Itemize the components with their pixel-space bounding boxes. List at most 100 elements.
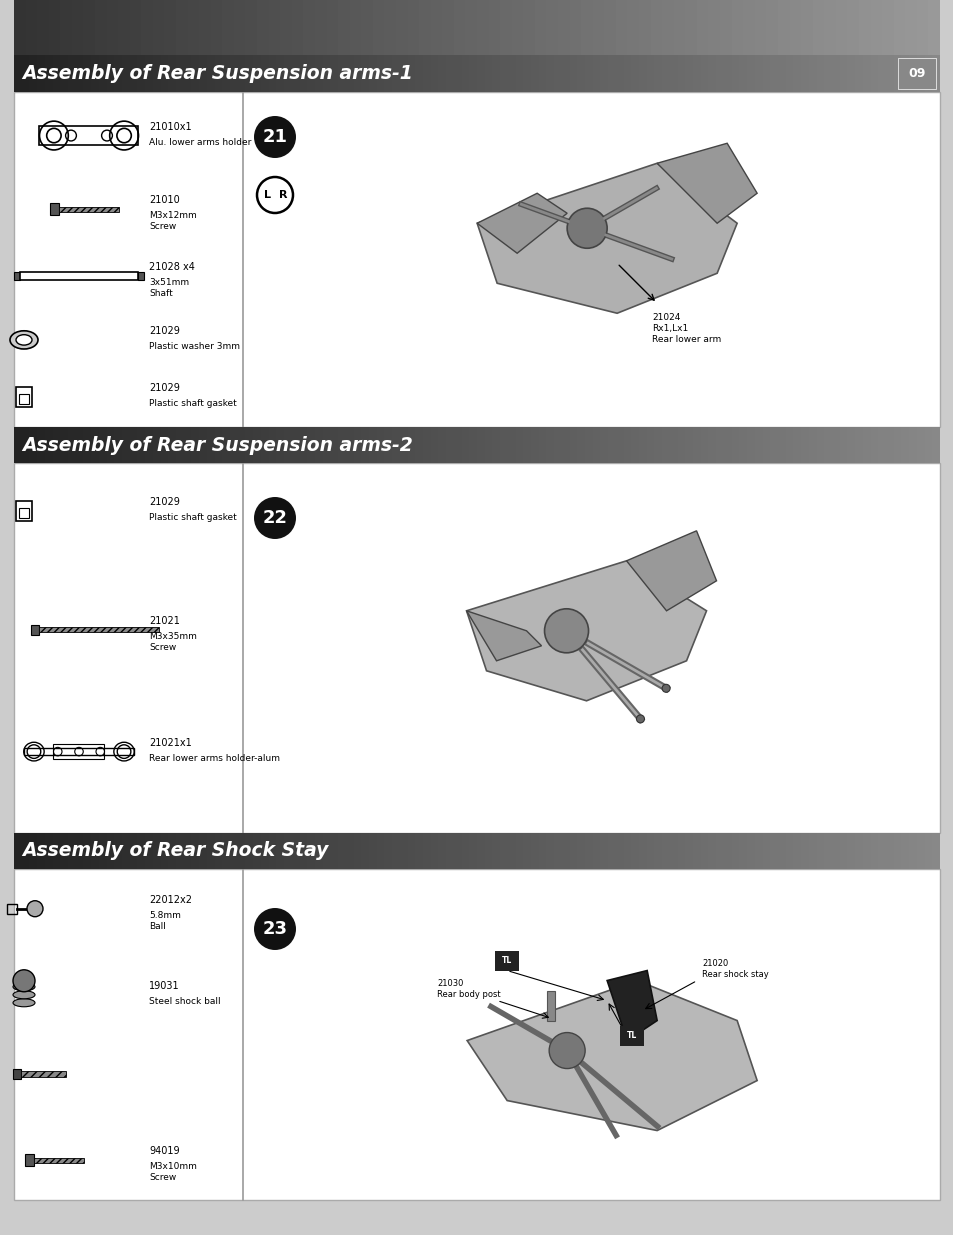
Bar xyxy=(558,0,569,56)
Bar xyxy=(345,427,354,463)
Bar xyxy=(870,427,878,463)
Bar xyxy=(808,427,816,463)
Bar xyxy=(269,56,276,91)
Bar xyxy=(91,832,99,869)
Bar xyxy=(415,56,422,91)
Bar xyxy=(631,56,639,91)
Bar xyxy=(673,0,684,56)
Bar xyxy=(37,832,45,869)
Bar xyxy=(878,56,885,91)
Bar xyxy=(854,427,862,463)
Bar xyxy=(95,0,107,56)
Text: 21029: 21029 xyxy=(149,326,180,336)
Bar xyxy=(454,56,461,91)
Bar xyxy=(923,56,931,91)
Bar xyxy=(599,427,608,463)
Bar xyxy=(580,0,592,56)
Bar xyxy=(253,56,261,91)
Bar xyxy=(777,832,785,869)
Bar xyxy=(330,427,337,463)
Bar xyxy=(75,832,83,869)
Bar xyxy=(21,1071,66,1077)
Bar xyxy=(345,56,354,91)
Bar xyxy=(68,427,75,463)
Bar xyxy=(314,832,322,869)
Bar xyxy=(361,56,369,91)
Text: Assembly of Rear Suspension arms-1: Assembly of Rear Suspension arms-1 xyxy=(22,64,413,83)
Bar xyxy=(916,56,923,91)
Bar xyxy=(237,427,245,463)
Bar xyxy=(554,832,561,869)
Text: M3x12mm
Screw: M3x12mm Screw xyxy=(149,211,196,231)
Bar xyxy=(870,56,878,91)
Bar xyxy=(684,832,692,869)
Bar xyxy=(31,625,39,635)
Ellipse shape xyxy=(16,335,32,345)
Bar xyxy=(160,56,168,91)
Bar xyxy=(616,832,623,869)
Bar xyxy=(708,832,716,869)
Bar xyxy=(754,832,761,869)
Bar xyxy=(107,832,114,869)
Bar xyxy=(7,904,17,914)
Bar xyxy=(858,0,870,56)
Bar xyxy=(399,832,407,869)
Bar xyxy=(577,56,584,91)
Text: 5.8mm
Ball: 5.8mm Ball xyxy=(149,910,181,931)
Bar xyxy=(91,56,99,91)
Bar xyxy=(222,56,230,91)
Bar xyxy=(831,56,839,91)
Bar xyxy=(446,56,454,91)
Bar xyxy=(222,832,230,869)
Circle shape xyxy=(27,900,43,916)
Bar xyxy=(20,272,138,280)
Bar xyxy=(418,0,430,56)
Bar xyxy=(584,427,592,463)
Bar xyxy=(369,427,376,463)
Bar xyxy=(60,56,68,91)
Bar xyxy=(284,56,292,91)
Bar xyxy=(720,0,731,56)
Bar xyxy=(608,427,616,463)
Bar xyxy=(923,832,931,869)
Bar xyxy=(569,0,580,56)
Bar xyxy=(233,0,245,56)
Bar xyxy=(99,427,107,463)
Bar xyxy=(256,0,269,56)
Text: 22012x2: 22012x2 xyxy=(149,894,192,905)
Bar xyxy=(376,427,384,463)
Bar xyxy=(422,56,430,91)
Bar xyxy=(83,427,91,463)
Bar xyxy=(415,832,422,869)
Bar xyxy=(60,0,71,56)
Bar xyxy=(261,56,269,91)
Bar xyxy=(361,427,369,463)
Text: 21010: 21010 xyxy=(149,195,179,205)
Bar xyxy=(538,56,546,91)
Bar xyxy=(789,0,801,56)
Bar xyxy=(684,56,692,91)
Bar xyxy=(199,56,207,91)
Bar xyxy=(623,832,631,869)
Bar xyxy=(141,0,152,56)
Bar xyxy=(322,427,330,463)
Bar xyxy=(137,832,145,869)
Bar xyxy=(207,56,214,91)
Text: Plastic washer 3mm: Plastic washer 3mm xyxy=(149,342,240,351)
Bar xyxy=(354,832,361,869)
Bar xyxy=(839,56,846,91)
Bar xyxy=(746,56,754,91)
Bar xyxy=(465,0,476,56)
Bar xyxy=(276,832,284,869)
Bar xyxy=(569,56,577,91)
Bar xyxy=(350,0,361,56)
Bar xyxy=(34,1157,84,1163)
Bar xyxy=(114,427,122,463)
Bar xyxy=(754,0,765,56)
Bar xyxy=(276,56,284,91)
Bar xyxy=(280,0,292,56)
Bar xyxy=(561,56,569,91)
Bar xyxy=(801,427,808,463)
Bar xyxy=(261,427,269,463)
Bar xyxy=(561,427,569,463)
